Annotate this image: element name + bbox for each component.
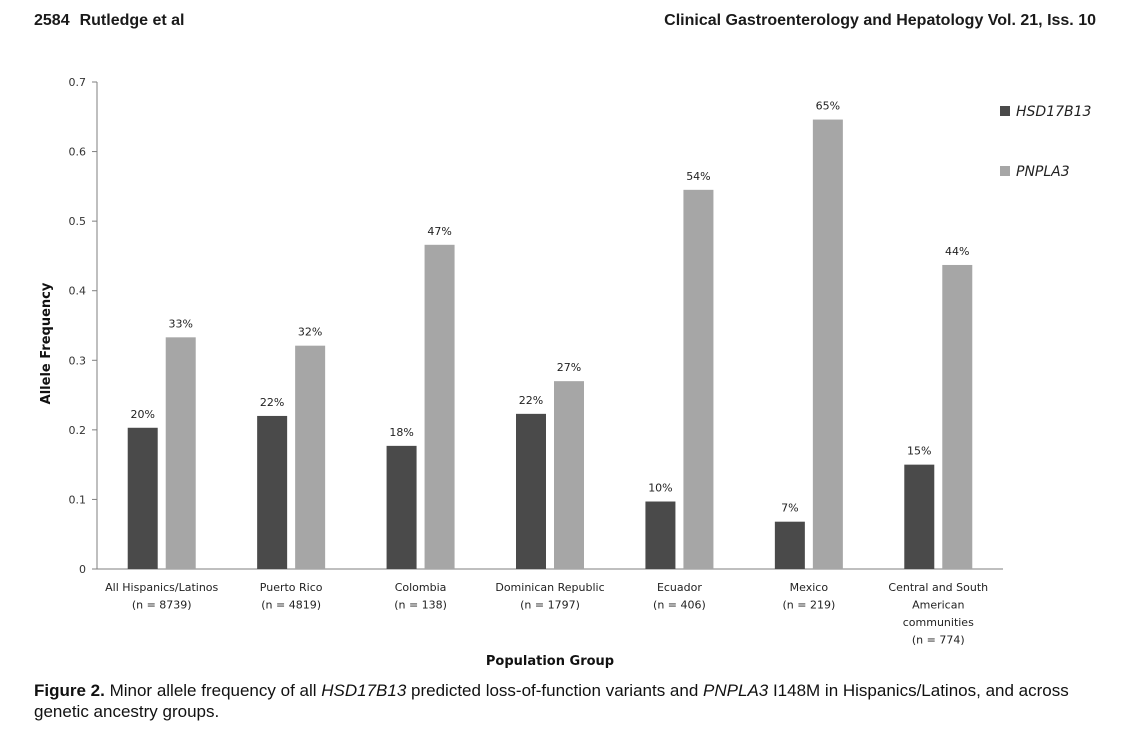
bar-pnpla3 — [424, 244, 455, 569]
x-tick-label: Ecuador — [657, 581, 702, 594]
bar-value-label: 22% — [519, 394, 543, 407]
journal-title: Clinical Gastroenterology and Hepatology… — [664, 12, 1096, 29]
figure-caption: Figure 2. Minor allele frequency of all … — [34, 680, 1124, 722]
caption-text-1: Minor allele frequency of all — [104, 681, 322, 700]
bar-pnpla3 — [295, 345, 326, 569]
bar-value-label: 54% — [686, 170, 710, 183]
bar-value-label: 20% — [130, 408, 154, 421]
bar-hsd17b13 — [774, 521, 805, 569]
bar-pnpla3 — [165, 337, 196, 569]
allele-frequency-chart: 0 0.1 0.2 0.3 0.4 0.5 0.6 0.7 Allele Frequency 20… — [39, 76, 1091, 669]
y-tick-label: 0.7 — [69, 76, 87, 89]
bar-pnpla3 — [554, 381, 584, 569]
y-tick-label: 0.6 — [69, 146, 87, 159]
bar-value-label: 33% — [168, 317, 192, 330]
bar-value-label: 47% — [427, 225, 451, 238]
x-tick-label: All Hispanics/Latinos — [105, 581, 218, 594]
legend-swatch-pnpla3 — [1000, 166, 1010, 176]
bar-value-label: 32% — [298, 326, 322, 339]
caption-text-3: I148M in Hispanics/Latinos, and across g… — [34, 681, 1069, 721]
caption-gene-2: PNPLA3 — [703, 681, 769, 700]
caption-label: Figure 2. — [34, 681, 105, 700]
x-tick-label: (n = 138) — [394, 599, 447, 612]
bar-value-label: 22% — [260, 396, 284, 409]
x-tick-label: Dominican Republic — [495, 581, 604, 594]
header-left: 2584 Rutledge et al — [34, 12, 185, 30]
x-tick-label: Mexico — [790, 581, 829, 594]
bar-hsd17b13 — [645, 501, 676, 569]
x-tick-label: communities — [903, 616, 974, 629]
legend-label-pnpla3: PNPLA3 — [1016, 164, 1070, 180]
bar-pnpla3 — [683, 189, 714, 570]
bar-value-label: 7% — [781, 502, 798, 515]
bar-pnpla3 — [942, 264, 973, 569]
legend-swatch-hsd17b13 — [1000, 106, 1010, 116]
x-tick-label: (n = 406) — [653, 599, 706, 612]
bar-value-label: 65% — [816, 100, 840, 113]
running-authors: Rutledge et al — [79, 12, 185, 29]
x-tick-label: Colombia — [395, 581, 447, 594]
x-tick-label: (n = 8739) — [132, 599, 192, 612]
legend-label-hsd17b13: HSD17B13 — [1016, 104, 1091, 120]
bar-hsd17b13 — [127, 427, 158, 569]
x-tick-label: (n = 219) — [782, 599, 835, 612]
x-tick-label: Puerto Rico — [260, 581, 323, 594]
x-axis-title: Population Group — [486, 654, 614, 669]
x-tick-label: American — [912, 599, 964, 612]
y-axis-title: Allele Frequency — [39, 282, 54, 404]
y-tick-label: 0 — [79, 563, 86, 576]
x-tick-label: (n = 774) — [912, 634, 965, 647]
bar-pnpla3 — [812, 119, 843, 569]
bar-value-label: 15% — [907, 445, 931, 458]
bar-hsd17b13 — [386, 445, 417, 569]
caption-gene-1: HSD17B13 — [321, 681, 407, 700]
bar-hsd17b13 — [257, 415, 288, 569]
bar-value-label: 27% — [557, 361, 581, 374]
y-tick-label: 0.4 — [69, 285, 87, 298]
x-tick-label: Central and South — [888, 581, 988, 594]
x-tick-label: (n = 1797) — [520, 599, 580, 612]
bar-hsd17b13 — [516, 413, 546, 569]
y-tick-label: 0.2 — [69, 424, 87, 437]
x-tick-label: (n = 4819) — [261, 599, 321, 612]
bar-value-label: 10% — [648, 482, 672, 495]
bar-value-label: 44% — [945, 245, 969, 258]
page-number: 2584 — [34, 12, 70, 29]
y-tick-label: 0.3 — [69, 354, 87, 367]
page-header: 2584 Rutledge et al Clinical Gastroentero… — [34, 12, 1096, 34]
bar-hsd17b13 — [904, 464, 935, 569]
y-tick-label: 0.1 — [69, 493, 87, 506]
caption-text-2: predicted loss-of-function variants and — [406, 681, 704, 700]
bar-value-label: 18% — [389, 426, 413, 439]
y-tick-label: 0.5 — [69, 215, 87, 228]
